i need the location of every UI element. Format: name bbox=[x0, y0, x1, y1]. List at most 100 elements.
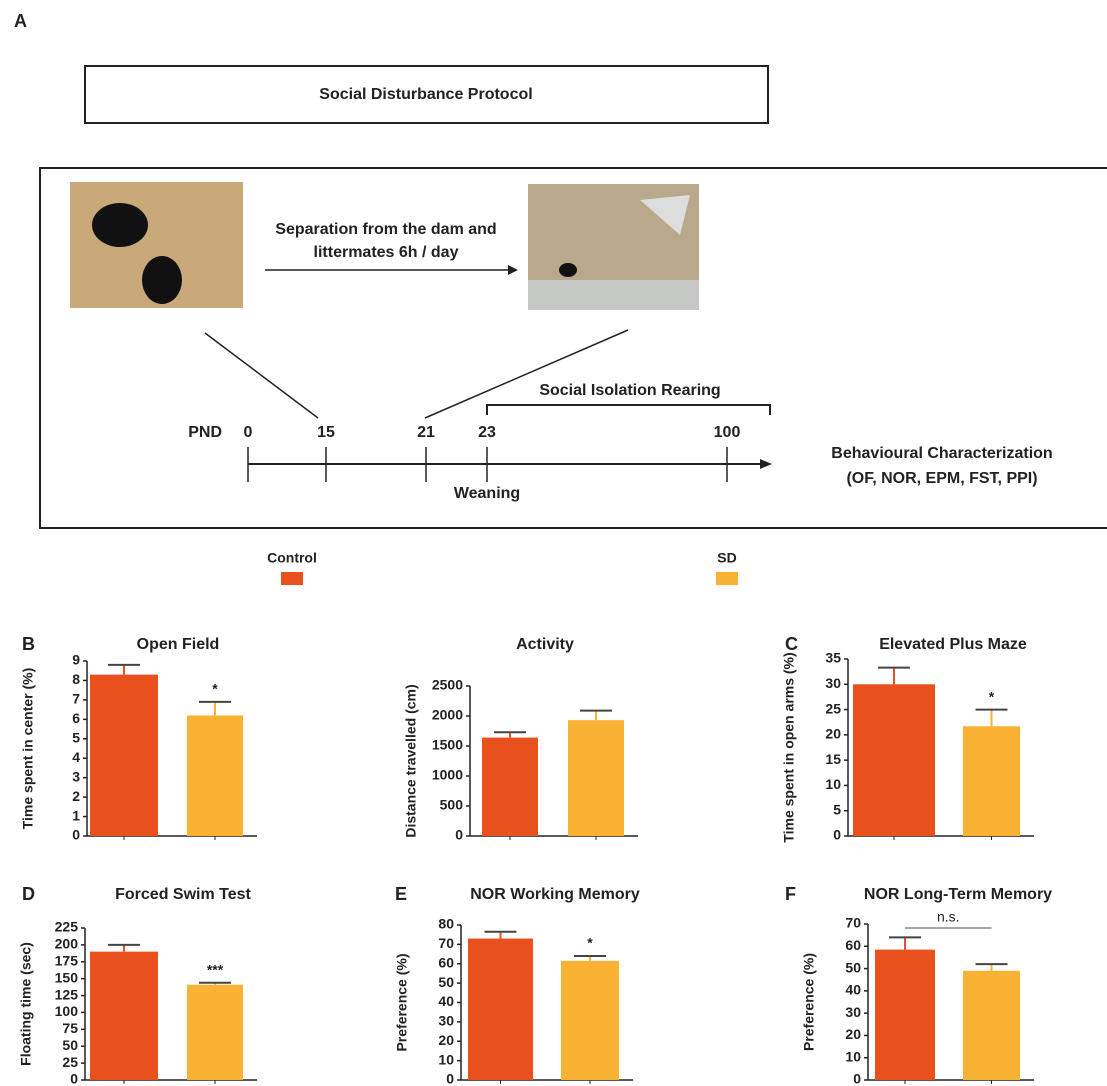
y-tick-label: 20 bbox=[825, 726, 841, 742]
significance: * bbox=[989, 688, 995, 704]
bar bbox=[482, 738, 538, 836]
y-tick-label: 6 bbox=[72, 710, 80, 726]
y-tick-label: 10 bbox=[845, 1048, 861, 1064]
legend-label: SD bbox=[717, 550, 736, 566]
panel-label: D bbox=[22, 884, 35, 904]
legend-label: Control bbox=[267, 550, 317, 566]
y-tick-label: 1000 bbox=[432, 767, 463, 783]
legend-swatch bbox=[716, 572, 738, 585]
y-tick-label: 70 bbox=[845, 915, 861, 931]
bar bbox=[561, 961, 619, 1080]
y-axis-label: Time spent in open arms (%) bbox=[781, 652, 797, 842]
panel-label: A bbox=[14, 11, 27, 31]
y-tick-label: 0 bbox=[455, 827, 463, 843]
chart-title: Forced Swim Test bbox=[115, 886, 251, 903]
y-tick-label: 30 bbox=[845, 1004, 861, 1020]
isolation-label: Social Isolation Rearing bbox=[539, 382, 720, 399]
y-tick-label: 225 bbox=[55, 919, 79, 935]
y-tick-label: 30 bbox=[825, 675, 841, 691]
legend-swatch bbox=[281, 572, 303, 585]
bar bbox=[963, 726, 1020, 836]
bar bbox=[875, 950, 935, 1080]
y-tick-label: 2500 bbox=[432, 677, 463, 693]
day-label: 23 bbox=[478, 424, 496, 441]
error-bar bbox=[976, 964, 1008, 971]
y-tick-label: 175 bbox=[55, 952, 79, 968]
error-bar bbox=[199, 983, 231, 985]
chart-title: Activity bbox=[516, 636, 574, 653]
bracket bbox=[487, 405, 770, 415]
bar bbox=[963, 971, 1020, 1080]
y-tick-label: 50 bbox=[62, 1037, 78, 1053]
y-tick-label: 500 bbox=[440, 797, 464, 813]
y-tick-label: 3 bbox=[72, 768, 80, 784]
y-tick-label: 20 bbox=[845, 1026, 861, 1042]
y-tick-label: 2000 bbox=[432, 707, 463, 723]
panel-label: B bbox=[22, 634, 35, 654]
y-tick-label: 0 bbox=[72, 827, 80, 843]
error-bar bbox=[976, 710, 1008, 727]
error-bar bbox=[494, 732, 526, 737]
bar bbox=[187, 715, 243, 836]
charts: BOpen FieldTime spent in center (%)01234… bbox=[18, 634, 1052, 1086]
y-tick-label: 200 bbox=[55, 936, 79, 952]
y-tick-label: 15 bbox=[825, 751, 841, 767]
y-tick-label: 0 bbox=[446, 1071, 454, 1086]
y-tick-label: 50 bbox=[845, 959, 861, 975]
error-bar bbox=[199, 702, 231, 716]
timeline-head bbox=[760, 459, 772, 469]
y-axis-label: Preference (%) bbox=[394, 953, 410, 1051]
y-tick-label: 40 bbox=[845, 982, 861, 998]
day-label: 0 bbox=[244, 424, 253, 441]
y-tick-label: 10 bbox=[438, 1051, 454, 1067]
weaning-label: Weaning bbox=[454, 485, 520, 502]
arrow-label: littermates 6h / day bbox=[314, 244, 459, 261]
y-tick-label: 125 bbox=[55, 986, 79, 1002]
chart-title: NOR Long-Term Memory bbox=[864, 886, 1052, 903]
error-bar bbox=[108, 665, 140, 675]
error-bar bbox=[878, 668, 910, 685]
y-tick-label: 50 bbox=[438, 974, 454, 990]
y-tick-label: 60 bbox=[845, 937, 861, 953]
error-bar bbox=[574, 956, 606, 961]
y-axis-label: Preference (%) bbox=[801, 953, 817, 1051]
error-bar bbox=[485, 932, 517, 939]
timeline-label: PND bbox=[188, 424, 222, 441]
bar bbox=[568, 720, 624, 836]
y-axis-label: Floating time (sec) bbox=[18, 942, 34, 1066]
bar bbox=[187, 985, 243, 1080]
y-axis-label: Time spent in center (%) bbox=[20, 668, 36, 830]
y-tick-label: 60 bbox=[438, 954, 454, 970]
panel-label: E bbox=[395, 884, 407, 904]
y-tick-label: 20 bbox=[438, 1032, 454, 1048]
y-tick-label: 7 bbox=[72, 691, 80, 707]
y-tick-label: 9 bbox=[72, 652, 80, 668]
y-tick-label: 8 bbox=[72, 671, 80, 687]
day-label: 15 bbox=[317, 424, 335, 441]
arrow-label: Separation from the dam and bbox=[275, 221, 496, 238]
error-bar bbox=[580, 711, 612, 721]
arrow-head bbox=[508, 265, 518, 275]
legend: Control SD bbox=[267, 550, 738, 585]
y-tick-label: 4 bbox=[72, 749, 80, 765]
day-label: 21 bbox=[417, 424, 435, 441]
error-bar bbox=[889, 937, 921, 949]
y-axis-label: Distance travelled (cm) bbox=[403, 684, 419, 837]
photo-glass bbox=[528, 280, 699, 310]
comparison-label: n.s. bbox=[937, 909, 960, 925]
bar bbox=[90, 675, 158, 836]
outcome-label: Behavioural Characterization bbox=[831, 445, 1052, 462]
significance: *** bbox=[207, 961, 224, 977]
chart-title: Open Field bbox=[137, 636, 220, 653]
bar bbox=[90, 952, 158, 1080]
day-label: 100 bbox=[714, 424, 741, 441]
y-tick-label: 30 bbox=[438, 1013, 454, 1029]
mouse bbox=[559, 263, 577, 277]
panel-label: C bbox=[785, 634, 798, 654]
mouse bbox=[142, 256, 182, 304]
y-tick-label: 40 bbox=[438, 993, 454, 1009]
outcome-label: (OF, NOR, EPM, FST, PPI) bbox=[846, 470, 1037, 487]
y-tick-label: 100 bbox=[55, 1003, 79, 1019]
timeline-days: 0 15 21 23 100 bbox=[244, 424, 741, 482]
y-tick-label: 2 bbox=[72, 788, 80, 804]
